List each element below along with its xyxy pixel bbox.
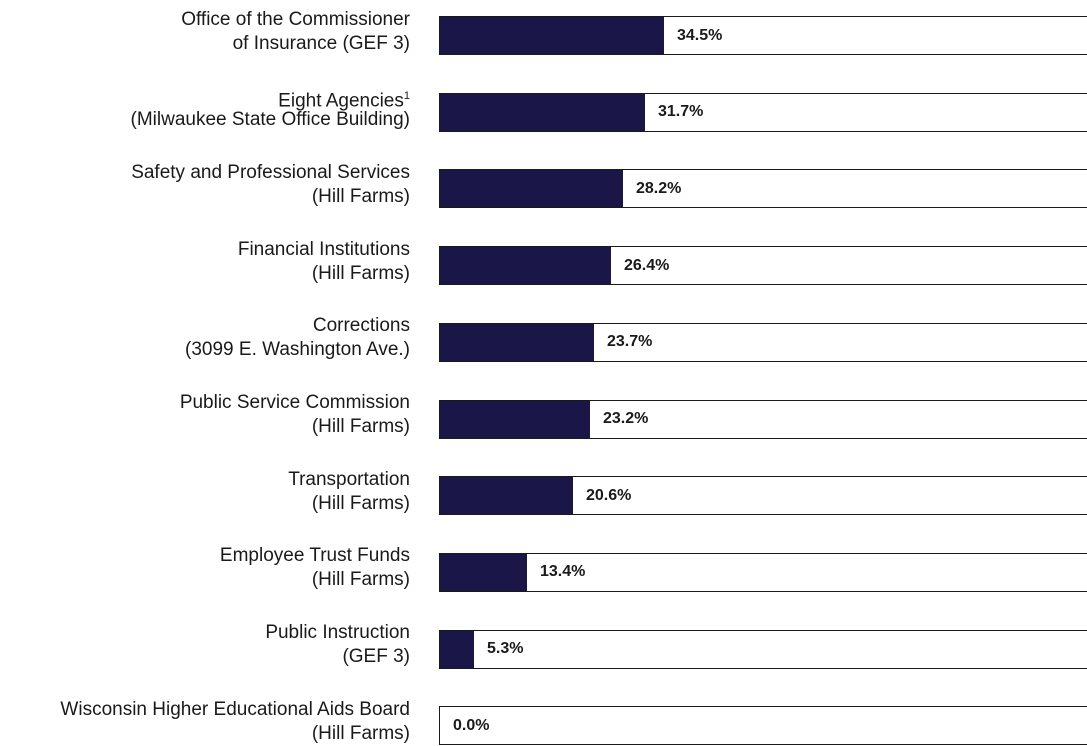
category-label-text: (Hill Farms) [311, 492, 410, 514]
category-label: (3099 E. Washington Ave.) [185, 338, 410, 362]
category-label: Safety and Professional Services [131, 161, 410, 185]
bar-value-label: 20.6% [586, 486, 632, 504]
bar-value-label: 0.0% [453, 716, 490, 734]
category-label: (Hill Farms) [312, 185, 410, 209]
bar-track: 28.2% [439, 169, 1087, 209]
category-label-text: of Insurance (GEF 3) [232, 32, 410, 54]
bar-track: 13.4% [439, 552, 1087, 592]
category-label: (Hill Farms) [312, 262, 410, 286]
category-label-text: (Hill Farms) [311, 185, 410, 207]
bar-track: 31.7% [439, 92, 1087, 132]
bar [440, 170, 623, 208]
category-label: (Hill Farms) [312, 492, 410, 516]
category-label-text: (Milwaukee State Office Building) [130, 109, 411, 131]
bar [440, 323, 594, 361]
bar-track: 0.0% [439, 706, 1087, 746]
bar-track: 34.5% [439, 16, 1087, 55]
bar-value-label: 23.7% [607, 333, 653, 351]
category-label: Transportation [288, 468, 410, 492]
category-label-text: Public Service Commission [179, 392, 410, 413]
category-label: Public Service Commission [180, 391, 410, 415]
category-label: Corrections [313, 314, 410, 338]
bar-track: 20.6% [439, 476, 1087, 516]
category-label-text: (Hill Farms) [311, 416, 410, 437]
category-label-text: (Hill Farms) [311, 262, 410, 284]
category-label: (Milwaukee State Office Building) [131, 108, 411, 132]
bar-track: 23.2% [439, 399, 1087, 439]
category-label-text: Transportation [288, 468, 410, 490]
category-label: Financial Institutions [238, 238, 410, 262]
bar [440, 93, 645, 131]
category-label: Public Instruction [265, 621, 410, 645]
bar-value-label: 28.2% [636, 179, 682, 197]
category-label: (Hill Farms) [312, 568, 410, 592]
bar-value-label: 23.2% [603, 410, 649, 427]
bar-value-label: 34.5% [677, 26, 723, 44]
category-label-text: (Hill Farms) [311, 722, 410, 744]
category-label-text: Financial Institutions [237, 238, 410, 260]
category-label-text: Employee Trust Funds [219, 545, 410, 567]
category-label-text: Wisconsin Higher Educational Aids Board [60, 698, 410, 720]
category-label-text: Safety and Professional Services [131, 161, 410, 183]
category-label: (Hill Farms) [312, 415, 410, 439]
category-label: of Insurance (GEF 3) [233, 32, 410, 56]
bar-track: 5.3% [439, 629, 1087, 669]
category-label-text: Corrections [312, 315, 410, 337]
bar [440, 17, 664, 54]
category-label: Office of the Commissioner [181, 8, 410, 32]
category-label: Wisconsin Higher Educational Aids Board [60, 698, 410, 722]
category-label-text: Eight Agencies [278, 90, 404, 112]
bar-value-label: 26.4% [624, 256, 670, 274]
category-label-text: (3099 E. Washington Ave.) [185, 339, 410, 361]
bar [440, 553, 527, 591]
bar-track: 26.4% [439, 246, 1087, 286]
bar-value-label: 5.3% [487, 640, 524, 658]
category-label: (GEF 3) [342, 645, 410, 669]
bar [440, 477, 573, 515]
category-label-text: Public Instruction [265, 622, 410, 644]
category-label: Eight Agencies1 [278, 84, 410, 113]
bar [440, 247, 611, 285]
footnote-marker: 1 [403, 90, 410, 103]
category-label-text: (GEF 3) [342, 646, 410, 668]
category-label: (Hill Farms) [312, 722, 410, 746]
bar-track: 23.7% [439, 322, 1087, 362]
category-label-text: (Hill Farms) [311, 569, 410, 591]
bar [440, 400, 590, 438]
bar-value-label: 13.4% [540, 563, 586, 581]
bar-value-label: 31.7% [658, 103, 704, 121]
category-label: Employee Trust Funds [220, 544, 410, 568]
category-label-text: Office of the Commissioner [181, 8, 410, 30]
bar [440, 630, 474, 668]
